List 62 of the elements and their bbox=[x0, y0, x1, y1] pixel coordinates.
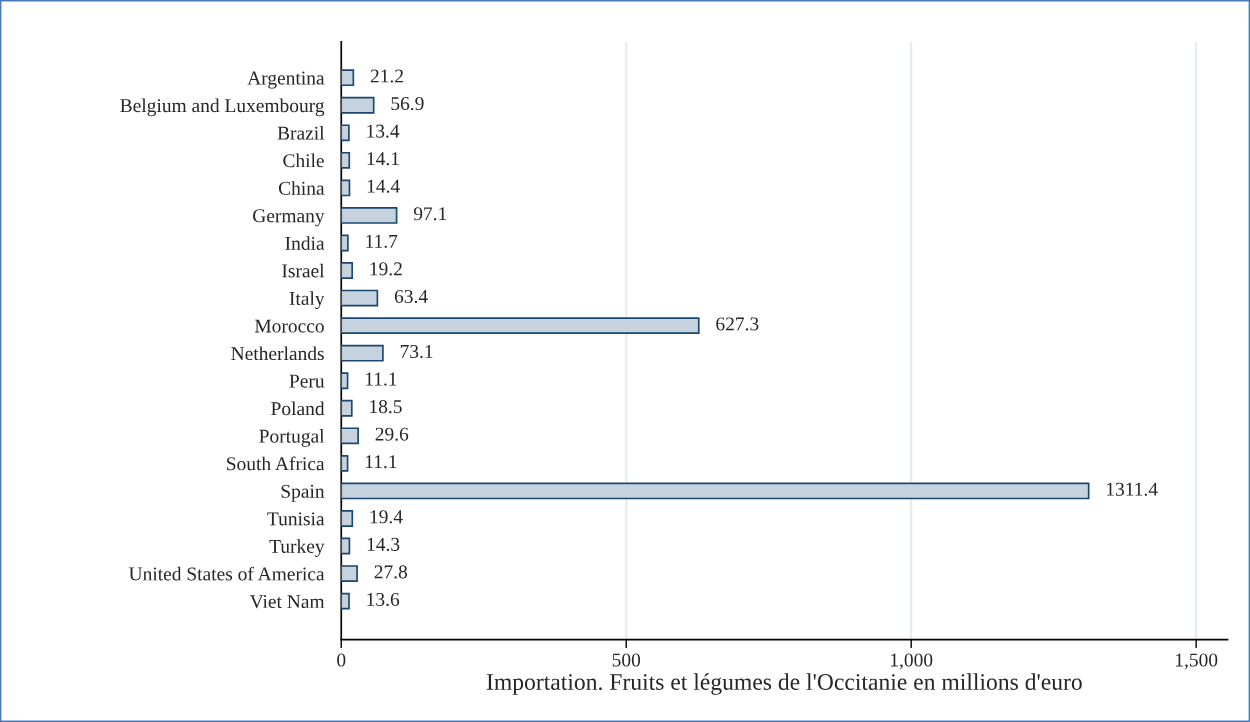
x-tick-label: 0 bbox=[337, 653, 346, 667]
data-label: 18.5 bbox=[370, 400, 402, 414]
x-tick-label: 1,500 bbox=[1175, 653, 1218, 670]
bar bbox=[341, 510, 354, 527]
y-tick-label: United States of America bbox=[128, 566, 325, 581]
data-label: 29.6 bbox=[375, 427, 409, 441]
y-tick-label: Chile bbox=[283, 153, 324, 168]
x-tick-label: 1,000 bbox=[891, 653, 933, 670]
y-tick-label: India bbox=[285, 236, 325, 250]
y-tick-label: Argentina bbox=[247, 71, 325, 89]
bar bbox=[341, 151, 351, 169]
y-tick-label: Spain bbox=[281, 484, 325, 502]
bar bbox=[341, 317, 700, 335]
data-label: 19.2 bbox=[370, 262, 402, 276]
data-label: 13.6 bbox=[367, 592, 400, 607]
y-tick-label: Israel bbox=[282, 263, 325, 278]
data-label: 1311.4 bbox=[1107, 482, 1158, 496]
bar bbox=[341, 427, 359, 445]
y-tick-label: Turkey bbox=[269, 539, 325, 557]
y-tick-label: Belgium and Luxembourg bbox=[120, 98, 325, 117]
bar bbox=[341, 262, 354, 279]
y-tick-label: Peru bbox=[289, 374, 325, 388]
data-label: 627.3 bbox=[716, 317, 759, 331]
bar bbox=[341, 234, 349, 252]
data-label: 63.4 bbox=[394, 289, 428, 304]
y-tick-label: Poland bbox=[271, 401, 325, 416]
bar bbox=[341, 592, 350, 610]
data-label: 56.9 bbox=[391, 97, 424, 111]
x-tick-label: 500 bbox=[612, 653, 641, 667]
bar bbox=[341, 565, 358, 582]
y-tick-label: South Africa bbox=[227, 456, 325, 471]
bar bbox=[341, 399, 353, 417]
x-axis-title: Importation. Fruits et légumes de l'Occitanie en millions d'euro bbox=[486, 673, 1082, 695]
bar bbox=[341, 289, 379, 307]
y-tick-label: Viet Nam bbox=[249, 594, 325, 609]
bar bbox=[341, 344, 384, 362]
y-tick-label: Morocco bbox=[254, 319, 324, 333]
bar bbox=[341, 179, 351, 197]
data-label: 14.4 bbox=[367, 179, 400, 193]
y-tick-label: Netherlands bbox=[231, 346, 324, 361]
bar bbox=[341, 124, 350, 142]
y-tick-label: Germany bbox=[253, 209, 325, 227]
bar bbox=[341, 69, 355, 87]
y-tick-label: Italy bbox=[289, 291, 325, 310]
data-label: 11.1 bbox=[365, 372, 397, 386]
data-label: 27.8 bbox=[374, 565, 408, 579]
y-tick-label: China bbox=[278, 181, 325, 195]
data-label: 97.1 bbox=[413, 207, 447, 221]
data-label: 19.4 bbox=[370, 510, 403, 524]
y-tick-label: Tunisia bbox=[267, 512, 325, 526]
data-label: 11.1 bbox=[365, 455, 397, 469]
bar bbox=[341, 482, 1090, 500]
data-label: 21.2 bbox=[370, 69, 403, 83]
data-label: 11.7 bbox=[366, 234, 398, 248]
data-label: 14.3 bbox=[367, 537, 400, 551]
y-tick-label: Brazil bbox=[277, 126, 325, 140]
data-label: 14.1 bbox=[367, 152, 399, 166]
data-label: 73.1 bbox=[400, 344, 433, 359]
bar bbox=[341, 207, 398, 224]
data-label: 13.4 bbox=[367, 124, 400, 138]
y-tick-label: Portugal bbox=[259, 429, 325, 447]
bar bbox=[341, 96, 375, 114]
